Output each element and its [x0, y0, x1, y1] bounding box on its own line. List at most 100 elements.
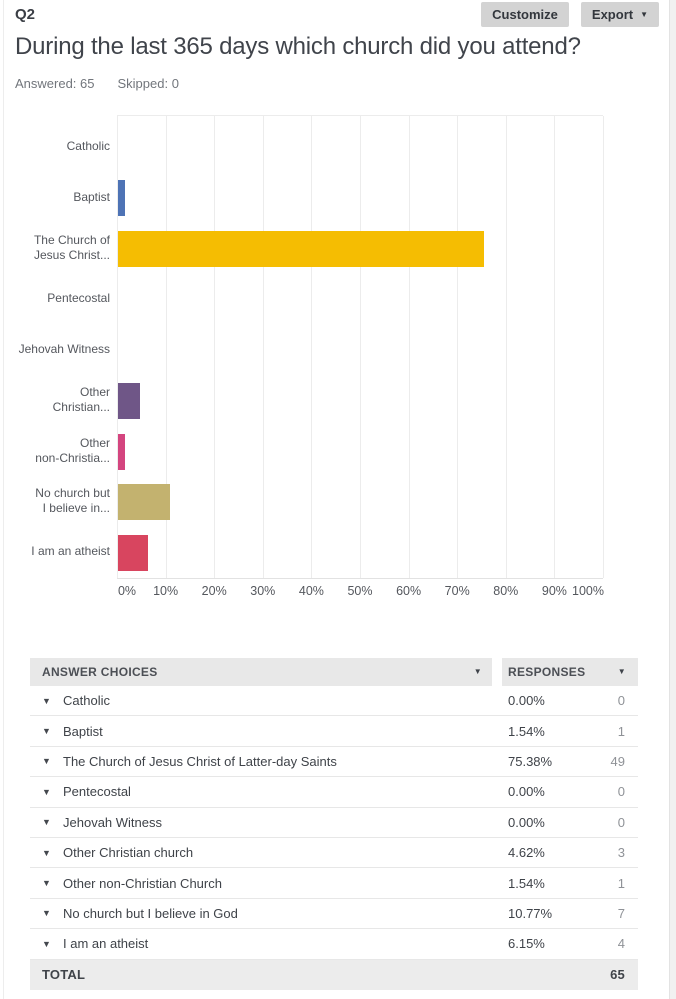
row-expand-caret-icon[interactable]: ▼ — [42, 756, 51, 767]
page-left-border — [3, 0, 4, 999]
gridline — [505, 116, 507, 578]
answer-label: No church but I believe in God — [63, 905, 238, 921]
question-number: Q2 — [15, 6, 36, 23]
gridline — [457, 116, 459, 578]
row-expand-caret-icon[interactable]: ▼ — [42, 847, 51, 858]
bar-7 — [118, 484, 171, 521]
response-percent: 0.00% — [508, 814, 545, 830]
bar-5 — [118, 382, 141, 419]
answer-choices-header: ANSWER CHOICES ▼ — [30, 658, 492, 686]
x-axis-tick-label: 60% — [396, 584, 422, 598]
table-row: ▼ I am an atheist 6.15% 4 — [30, 929, 638, 960]
category-label: No church but I believe in... — [0, 486, 110, 516]
row-expand-caret-icon[interactable]: ▼ — [42, 908, 51, 919]
row-expand-caret-icon[interactable]: ▼ — [42, 726, 51, 737]
gridline — [214, 116, 216, 578]
answer-label: Pentecostal — [63, 784, 131, 800]
responses-cell: 0.00% 0 — [502, 693, 638, 708]
gridline — [408, 116, 410, 578]
row-expand-caret-icon[interactable]: ▼ — [42, 695, 51, 706]
customize-button-label: Customize — [492, 7, 558, 22]
response-count: 7 — [617, 905, 625, 921]
category-label: Jehovah Witness — [0, 342, 110, 357]
category-label: Other non-Christia... — [0, 436, 110, 466]
question-title: During the last 365 days which church di… — [15, 33, 581, 60]
gridline — [554, 116, 556, 578]
customize-button[interactable]: Customize — [481, 2, 569, 27]
row-expand-caret-icon[interactable]: ▼ — [42, 938, 51, 949]
total-count: 65 — [610, 967, 625, 983]
answer-label: Other non-Christian Church — [63, 875, 222, 891]
x-axis-tick-label: 0% — [117, 584, 137, 598]
response-percent: 1.54% — [508, 723, 545, 739]
row-expand-caret-icon[interactable]: ▼ — [42, 817, 51, 828]
answer-cell: ▼ Pentecostal — [30, 784, 502, 799]
category-label: Other Christian... — [0, 385, 110, 415]
answer-choices-header-label: ANSWER CHOICES — [42, 665, 158, 679]
responses-header: RESPONSES ▼ — [502, 658, 638, 686]
answer-cell: ▼ Catholic — [30, 693, 502, 708]
category-label-line: I believe in... — [42, 501, 110, 516]
bar-chart: Catholic Baptist The Church of Jesus Christ… — [0, 115, 668, 598]
response-count: 4 — [617, 936, 625, 952]
response-count: 49 — [610, 753, 625, 769]
table-row: ▼ Jehovah Witness 0.00% 0 — [30, 808, 638, 838]
export-button-label: Export — [591, 7, 634, 22]
answer-cell: ▼ Other Christian church — [30, 845, 502, 860]
response-percent: 1.54% — [508, 875, 545, 891]
gridline — [117, 116, 118, 578]
response-percent: 0.00% — [508, 693, 545, 709]
answer-cell: ▼ Jehovah Witness — [30, 815, 502, 830]
x-axis-tick-label: 50% — [347, 584, 373, 598]
answer-cell: ▼ The Church of Jesus Christ of Latter-d… — [30, 754, 502, 769]
category-label-line: I am an atheist — [31, 544, 110, 559]
answered-count: Answered: 65 — [15, 76, 95, 91]
category-label: Catholic — [0, 139, 110, 154]
table-row: ▼ No church but I believe in God 10.77% … — [30, 899, 638, 930]
responses-sort-caret-icon[interactable]: ▼ — [617, 667, 626, 676]
answer-choices-sort-caret-icon[interactable]: ▼ — [473, 667, 482, 676]
results-table: ANSWER CHOICES ▼ RESPONSES ▼ ▼ Catholic … — [30, 658, 638, 990]
response-count: 1 — [617, 875, 625, 891]
answer-cell: ▼ I am an atheist — [30, 936, 502, 951]
category-label-line: Catholic — [66, 138, 110, 153]
category-label-line: Other — [79, 384, 110, 399]
row-expand-caret-icon[interactable]: ▼ — [42, 878, 51, 889]
table-header-row: ANSWER CHOICES ▼ RESPONSES ▼ — [30, 658, 638, 686]
table-body: ▼ Catholic 0.00% 0 ▼ Baptist 1.54% 1 ▼ T… — [30, 686, 638, 960]
scrollbar[interactable] — [669, 0, 676, 999]
response-percent: 0.00% — [508, 784, 545, 800]
category-label: Baptist — [0, 190, 110, 205]
skipped-count: Skipped: 0 — [117, 76, 179, 91]
responses-cell: 1.54% 1 — [502, 724, 638, 739]
response-count: 1 — [617, 723, 625, 739]
export-button[interactable]: Export ▼ — [580, 2, 659, 27]
answer-label: Other Christian church — [63, 845, 194, 861]
category-label-line: non-Christia... — [35, 450, 110, 465]
responses-cell: 1.54% 1 — [502, 876, 638, 891]
row-expand-caret-icon[interactable]: ▼ — [42, 786, 51, 797]
table-row: ▼ Catholic 0.00% 0 — [30, 686, 638, 717]
bar-2 — [118, 230, 485, 267]
category-label: The Church of Jesus Christ... — [0, 233, 110, 263]
response-percent: 4.62% — [508, 845, 545, 861]
bar-6 — [118, 433, 126, 470]
responses-cell: 6.15% 4 — [502, 936, 638, 951]
category-label-line: Pentecostal — [47, 290, 110, 305]
category-label-line: Other — [79, 435, 110, 450]
x-axis-tick-label: 70% — [444, 584, 470, 598]
answer-label: The Church of Jesus Christ of Latter-day… — [63, 753, 337, 769]
x-axis-tick-label: 80% — [493, 584, 519, 598]
header-actions: Customize Export ▼ — [481, 2, 659, 27]
table-row: ▼ Other non-Christian Church 1.54% 1 — [30, 868, 638, 899]
category-label: Pentecostal — [0, 291, 110, 306]
table-row: ▼ Pentecostal 0.00% 0 — [30, 777, 638, 808]
gridline — [165, 116, 167, 578]
answer-cell: ▼ Other non-Christian Church — [30, 876, 502, 891]
bar-1 — [118, 180, 126, 217]
category-label-line: Jesus Christ... — [33, 247, 110, 262]
answer-label: I am an atheist — [63, 936, 149, 952]
response-count: 0 — [617, 784, 625, 800]
x-axis-tick-label: 30% — [250, 584, 276, 598]
response-percent: 6.15% — [508, 936, 545, 952]
